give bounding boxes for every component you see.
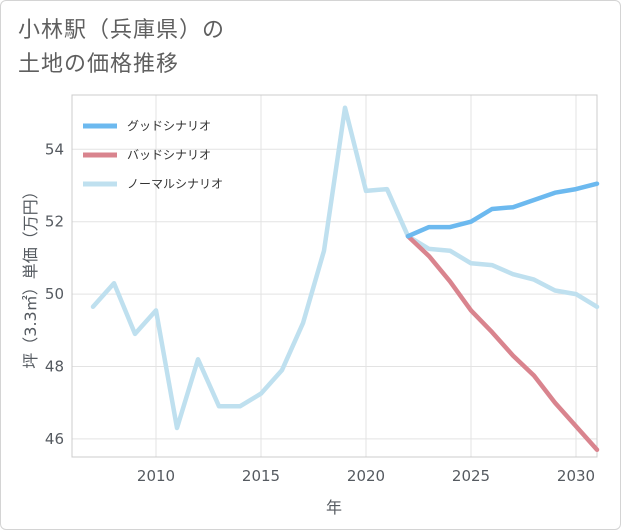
legend-item-2[interactable]: ノーマルシナリオ bbox=[83, 177, 223, 191]
x-tick-label: 2020 bbox=[347, 467, 385, 485]
series-line-1 bbox=[405, 233, 600, 453]
y-tick-label: 50 bbox=[45, 285, 64, 303]
chart-title: 小林駅（兵庫県）の 土地の価格推移 bbox=[18, 18, 226, 77]
x-tick-label: 2025 bbox=[452, 467, 490, 485]
x-axis-title: 年 bbox=[326, 498, 342, 517]
legend-label: グッドシナリオ bbox=[127, 119, 211, 133]
legend-item-1[interactable]: バッドシナリオ bbox=[83, 148, 211, 162]
y-tick-label: 48 bbox=[45, 358, 64, 376]
legend-label: バッドシナリオ bbox=[127, 148, 211, 162]
series-line-2 bbox=[90, 105, 600, 431]
x-tick-label: 2030 bbox=[557, 467, 595, 485]
legend-item-0[interactable]: グッドシナリオ bbox=[83, 119, 211, 133]
axis-ticks: 2010 2015 2020 2025 2030 46 48 50 52 54 bbox=[45, 140, 595, 485]
series-lines bbox=[90, 105, 600, 453]
y-tick-label: 46 bbox=[45, 430, 64, 448]
series-line-0 bbox=[405, 181, 600, 239]
plot-area-border bbox=[71, 94, 598, 458]
y-tick-label: 54 bbox=[45, 140, 64, 158]
x-tick-label: 2015 bbox=[242, 467, 280, 485]
grid bbox=[72, 95, 597, 457]
y-axis-title: 坪（3.3㎡）単価（万円） bbox=[21, 183, 40, 368]
x-tick-label: 2010 bbox=[137, 467, 175, 485]
legend-label: ノーマルシナリオ bbox=[127, 177, 223, 191]
y-tick-label: 52 bbox=[45, 213, 64, 231]
